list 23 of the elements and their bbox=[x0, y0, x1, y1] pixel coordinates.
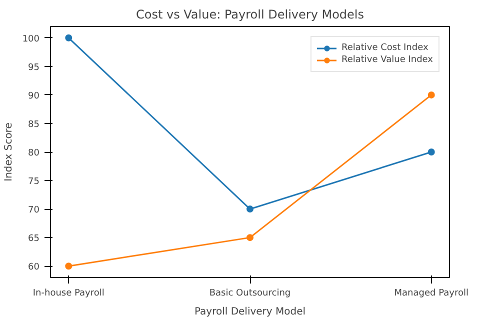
point bbox=[428, 91, 435, 98]
x-axis-title: Payroll Delivery Model bbox=[194, 306, 306, 318]
x-tick-label: In-house Payroll bbox=[32, 288, 104, 298]
legend-label: Relative Value Index bbox=[341, 54, 433, 66]
y-tick-label: 80 bbox=[28, 148, 40, 158]
y-tick-label: 100 bbox=[22, 34, 40, 44]
point bbox=[246, 234, 254, 242]
legend-label: Relative Cost Index bbox=[341, 42, 428, 54]
y-tick-label: 75 bbox=[28, 177, 40, 188]
x-tick-label: Basic Outsourcing bbox=[209, 288, 291, 298]
point bbox=[65, 34, 72, 42]
point bbox=[246, 206, 254, 213]
y-axis-title: Index Score bbox=[3, 122, 14, 182]
point bbox=[65, 262, 72, 270]
y-tick-label: 60 bbox=[28, 262, 40, 273]
x-tick-label: Managed Payroll bbox=[394, 288, 468, 298]
y-tick-label: 85 bbox=[28, 120, 40, 130]
chart-title: Cost vs Value: Payroll Delivery Models bbox=[136, 8, 364, 22]
y-tick-label: 95 bbox=[28, 62, 40, 73]
y-tick-label: 65 bbox=[28, 234, 40, 244]
y-tick-label: 90 bbox=[28, 91, 40, 102]
y-tick-label: 70 bbox=[28, 206, 40, 216]
point bbox=[428, 148, 435, 156]
